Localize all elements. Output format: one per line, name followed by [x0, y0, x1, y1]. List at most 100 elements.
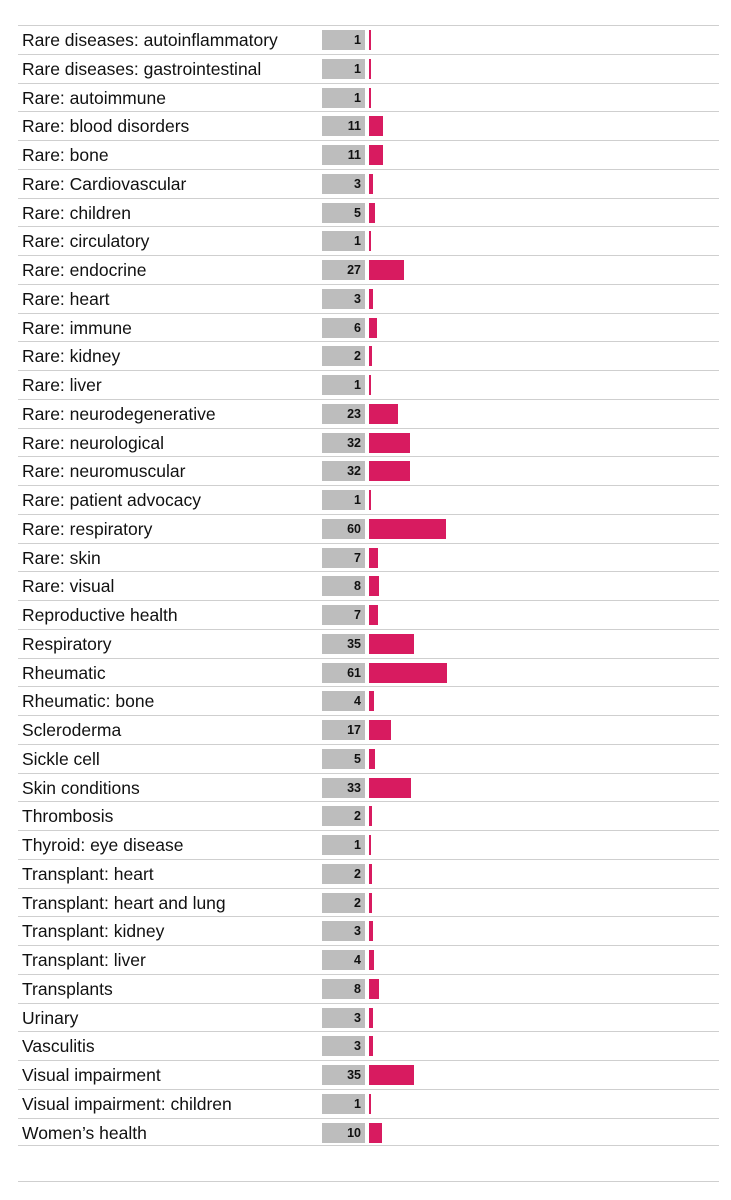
bar [369, 490, 371, 510]
category-label: Rare: respiratory [22, 518, 153, 539]
category-label: Transplants [22, 978, 113, 999]
category-label: Rare: kidney [22, 346, 121, 367]
chart-row: Rare: autoimmune 1 [18, 82, 719, 112]
bar [369, 346, 372, 367]
category-label: Urinary [22, 1007, 79, 1028]
bar [369, 518, 446, 539]
bar [369, 1065, 414, 1085]
chart-row: Transplant: heart 2 [18, 858, 719, 888]
chart-row: Rare: liver 1 [18, 370, 719, 399]
bar [369, 231, 371, 252]
chart-row: Visual impairment 35 [18, 1060, 719, 1089]
value-label: 3 [322, 1036, 365, 1057]
chart-row: Rheumatic 61 [18, 657, 719, 687]
category-label: Vasculitis [22, 1036, 95, 1057]
bar [369, 87, 371, 108]
category-label: Respiratory [22, 633, 112, 654]
chart-row: Rare: neuromuscular 32 [18, 456, 719, 485]
value-label: 60 [322, 518, 365, 539]
value-label: 3 [322, 1007, 365, 1028]
category-label: Rare: children [22, 202, 131, 223]
value-label: 3 [322, 288, 365, 309]
bar [369, 288, 373, 309]
bar [369, 1093, 371, 1114]
category-label: Thyroid: eye disease [22, 835, 184, 855]
chart-row: Rare: endocrine 27 [18, 255, 719, 284]
category-label: Reproductive health [22, 605, 178, 625]
category-label: Rare diseases: gastrointestinal [22, 58, 262, 79]
category-label: Rare: neuromuscular [22, 461, 186, 482]
category-label: Rare: endocrine [22, 260, 147, 280]
category-label: Rare: liver [22, 375, 102, 395]
value-label: 8 [322, 576, 365, 597]
value-label: 4 [322, 950, 365, 970]
bar [369, 806, 372, 827]
category-label: Women’s health [22, 1122, 147, 1143]
bar [369, 173, 373, 194]
category-label: Visual impairment [22, 1065, 161, 1085]
chart-row: Women’s health 10 [18, 1117, 719, 1147]
bar [369, 1007, 373, 1028]
chart-row: Rare: heart 3 [18, 283, 719, 313]
chart-row: Thyroid: eye disease 1 [18, 830, 719, 859]
chart-row: Rare: Cardiovascular 3 [18, 168, 719, 198]
bar [369, 116, 384, 137]
category-label: Rare: patient advocacy [22, 490, 201, 510]
bar [369, 605, 378, 625]
value-label: 2 [322, 863, 365, 884]
chart-row: Rare: visual 8 [18, 571, 719, 600]
bar-chart: Rare diseases: autoinflammatory 1 Rare dis… [18, 25, 719, 1147]
chart-row: Reproductive health 7 [18, 600, 719, 629]
value-label: 7 [322, 547, 365, 568]
value-label: 5 [322, 748, 365, 769]
category-label: Rare: blood disorders [22, 116, 190, 137]
category-label: Rare: visual [22, 576, 115, 597]
category-label: Rare: heart [22, 288, 110, 309]
category-label: Transplant: heart and lung [22, 892, 226, 913]
value-label: 1 [322, 87, 365, 108]
bar [369, 145, 384, 165]
bar [369, 58, 371, 79]
category-label: Thrombosis [22, 806, 114, 827]
bar [369, 892, 372, 913]
category-label: Rare: Cardiovascular [22, 173, 187, 194]
chart-row: Scleroderma 17 [18, 715, 719, 744]
category-label: Rare: autoimmune [22, 87, 166, 108]
value-label: 61 [322, 662, 365, 683]
value-label: 1 [322, 58, 365, 79]
chart-row: Rare: blood disorders 11 [18, 111, 719, 140]
chart-row: Vasculitis 3 [18, 1031, 719, 1060]
category-label: Rare: neurodegenerative [22, 403, 216, 424]
value-label: 35 [322, 633, 365, 654]
category-label: Transplant: kidney [22, 921, 165, 942]
value-label: 17 [322, 720, 365, 740]
category-label: Transplant: heart [22, 863, 154, 884]
bar [369, 403, 399, 424]
bar [369, 202, 376, 223]
chart-row: Rare: children 5 [18, 197, 719, 227]
bar [369, 1036, 373, 1057]
category-label: Skin conditions [22, 777, 140, 798]
chart-row: Rare: neurological 32 [18, 427, 719, 457]
bar [369, 547, 378, 568]
value-label: 23 [322, 403, 365, 424]
value-label: 4 [322, 691, 365, 712]
bottom-rule [18, 1181, 719, 1182]
chart-row: Rare: circulatory 1 [18, 226, 719, 255]
value-label: 2 [322, 892, 365, 913]
chart-row: Transplant: liver 4 [18, 945, 719, 974]
category-label: Rare: bone [22, 145, 109, 165]
bar [369, 432, 410, 453]
chart-row: Rare: patient advocacy 1 [18, 485, 719, 514]
value-label: 5 [322, 202, 365, 223]
chart-row: Rare: bone 11 [18, 140, 719, 169]
value-label: 2 [322, 346, 365, 367]
chart-row: Respiratory 35 [18, 628, 719, 658]
bar [369, 691, 375, 712]
category-label: Rare: skin [22, 547, 101, 568]
chart-row: Visual impairment: children 1 [18, 1088, 719, 1118]
value-label: 11 [322, 145, 365, 165]
value-label: 7 [322, 605, 365, 625]
chart-row: Rare: neurodegenerative 23 [18, 398, 719, 428]
category-label: Rare: neurological [22, 432, 165, 453]
